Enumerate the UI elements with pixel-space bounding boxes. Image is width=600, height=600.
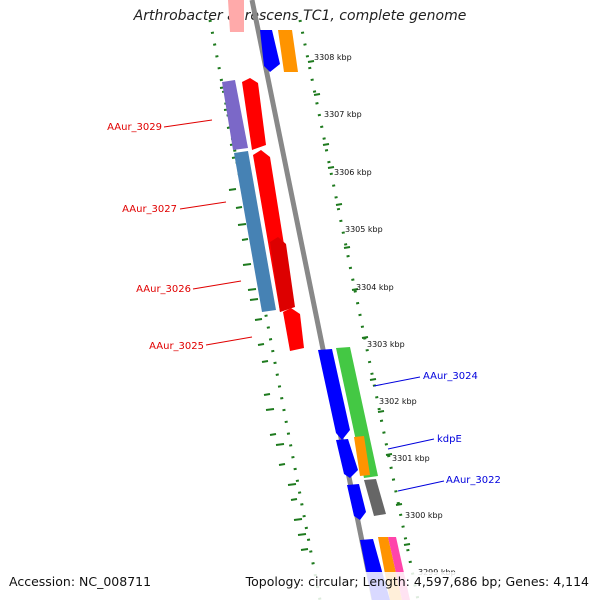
cog-purple-block (222, 80, 248, 150)
gene-label-aaur-3026: AAur_3026 (136, 284, 191, 295)
cog-gray-block (364, 479, 386, 516)
cds-plus-1 (318, 349, 350, 440)
tick-label: 3301 kbp (392, 454, 430, 463)
tick-label: 3304 kbp (356, 283, 394, 292)
cog-steelblue-block (234, 151, 276, 312)
gene-label-aaur-3022: AAur_3022 (446, 475, 501, 486)
gene-label-kdpe: kdpE (437, 434, 462, 445)
accession-text: Accession: NC_008711 (9, 574, 152, 589)
cog-green-block (336, 347, 378, 478)
tick-label: 3306 kbp (334, 168, 372, 177)
tick-label: 3300 kbp (405, 511, 443, 520)
gc-skew-right (307, 60, 411, 546)
cds-minus-1 (242, 78, 266, 150)
cds-plus-2 (336, 439, 358, 478)
minus-gene-labels: AAur_3029 AAur_3027 AAur_3026 AAur_3025 (107, 119, 253, 352)
label-leader (205, 336, 253, 346)
tick-labels: 3308 kbp 3307 kbp 3306 kbp 3305 kbp 3304… (314, 53, 456, 577)
cog-orange-block-top (278, 30, 298, 72)
cds-plus-0 (260, 30, 280, 72)
label-leader (373, 376, 421, 387)
tick-label: 3303 kbp (367, 340, 405, 349)
label-leader (387, 438, 435, 450)
cds-minus-3 (270, 237, 295, 312)
cds-plus-3 (347, 484, 366, 520)
gene-label-aaur-3027: AAur_3027 (122, 204, 177, 215)
tick-label: 3308 kbp (314, 53, 352, 62)
tick-label: 3302 kbp (379, 397, 417, 406)
label-leader (163, 119, 213, 128)
footer-backdrop (0, 572, 600, 600)
gene-label-aaur-3029: AAur_3029 (107, 122, 162, 133)
gene-label-aaur-3025: AAur_3025 (149, 341, 204, 352)
label-leader (397, 480, 445, 492)
cds-minus-0 (228, 0, 244, 32)
map-title: Arthrobacter aurescens TC1, complete gen… (133, 8, 467, 24)
tick-label: 3307 kbp (324, 110, 362, 119)
tick-label: 3305 kbp (345, 225, 383, 234)
topology-text: Topology: circular; Length: 4,597,686 bp… (245, 574, 589, 589)
cog-orange-block-mid (354, 436, 370, 476)
gc-dots-right (298, 19, 420, 600)
label-leader (179, 201, 227, 210)
gene-label-aaur-3024: AAur_3024 (423, 371, 478, 382)
minus-strand-cds (228, 0, 304, 351)
label-leader (192, 280, 242, 290)
plus-gene-labels: AAur_3024 kdpE AAur_3022 (373, 371, 501, 492)
cds-minus-4 (283, 308, 304, 351)
minus-strand-cog (222, 80, 276, 312)
